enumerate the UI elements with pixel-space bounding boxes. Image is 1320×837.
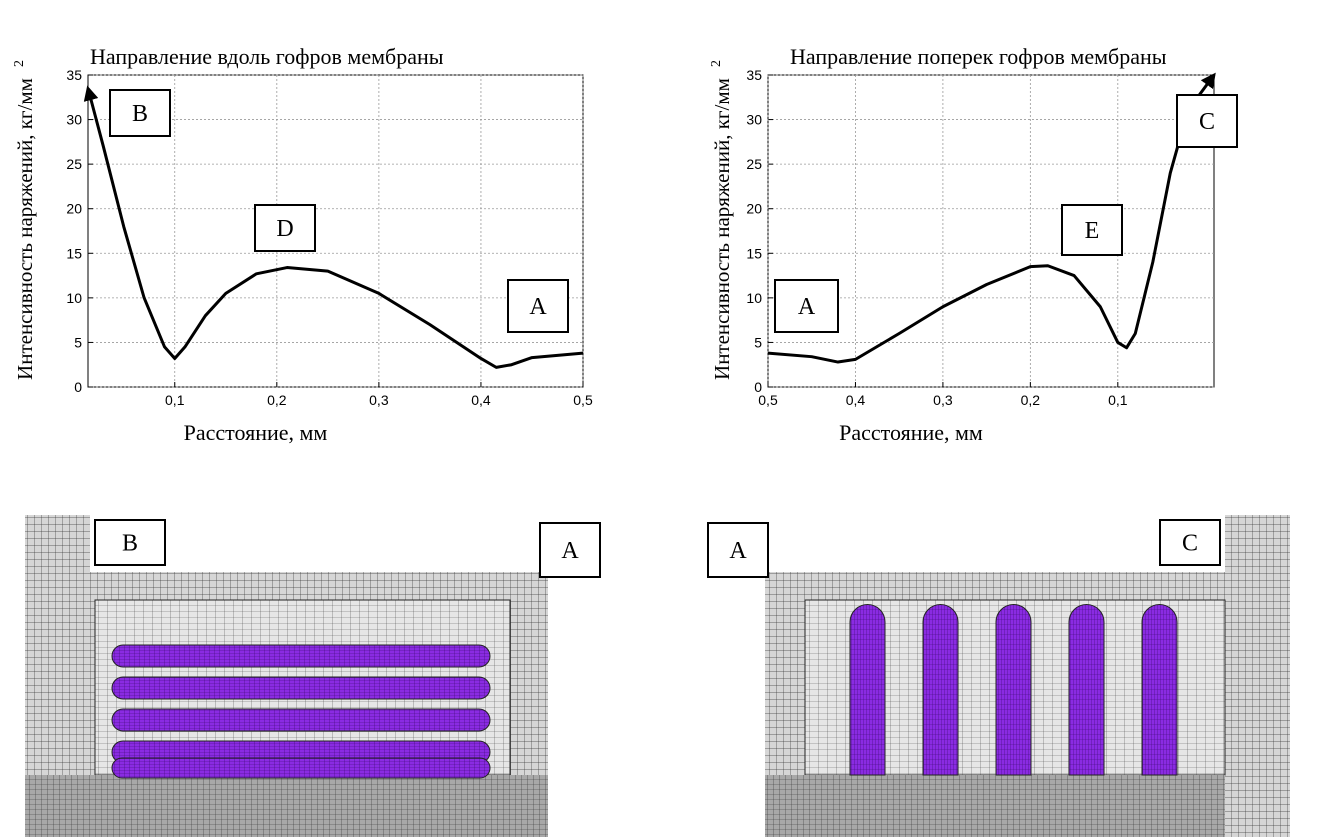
y-tick-label: 20 xyxy=(746,201,762,217)
y-tick-label: 10 xyxy=(746,290,762,306)
x-tick-label: 0,1 xyxy=(165,392,185,408)
y-tick-label: 35 xyxy=(66,67,82,83)
y-tick-label: 15 xyxy=(66,245,82,261)
annotation: D xyxy=(276,216,293,242)
x-tick-label: 0,1 xyxy=(1108,392,1128,408)
y-axis-label: Интенсивность наряжений, кг/мм xyxy=(13,78,37,380)
figure: 051015202530350,10,20,30,40,5Направление… xyxy=(0,0,1320,837)
mesh-label: B xyxy=(122,531,138,557)
y-tick-label: 5 xyxy=(754,334,762,350)
annotation: E xyxy=(1085,218,1100,244)
x-tick-label: 0,4 xyxy=(471,392,491,408)
chart-title: Направление поперек гофров мембраны xyxy=(790,44,1167,69)
chart: 0 5 10 15 20 25 30 35 0,1 0,2 0,3 0,4 0,5 Направление… xyxy=(12,44,593,445)
x-axis-label: Расстояние, мм xyxy=(184,420,328,445)
x-tick-label: 0,5 xyxy=(573,392,593,408)
mesh-label: A xyxy=(561,538,579,564)
y-axis-label: Интенсивность наряжений, кг/мм xyxy=(710,78,734,380)
x-tick-label: 0,5 xyxy=(758,392,778,408)
annotation: C xyxy=(1199,109,1215,135)
y-tick-label: 25 xyxy=(746,156,762,172)
y-tick-label: 0 xyxy=(74,379,82,395)
x-tick-label: 0,2 xyxy=(1021,392,1041,408)
y-axis-label-superscript: 2 xyxy=(709,60,724,67)
x-axis-label: Расстояние, мм xyxy=(839,420,983,445)
mesh-label: A xyxy=(729,538,747,564)
y-tick-label: 15 xyxy=(746,245,762,261)
annotation: B xyxy=(132,101,148,127)
x-tick-label: 0,2 xyxy=(267,392,287,408)
y-tick-label: 30 xyxy=(66,112,82,128)
x-tick-label: 0,4 xyxy=(846,392,866,408)
annotation: A xyxy=(798,294,816,320)
plot-frame xyxy=(768,75,1214,387)
annotation: A xyxy=(529,294,547,320)
x-tick-label: 0,3 xyxy=(933,392,953,408)
x-tick-label: 0,3 xyxy=(369,392,389,408)
mesh-label: C xyxy=(1182,531,1198,557)
y-axis-label-superscript: 2 xyxy=(12,60,27,67)
y-tick-label: 25 xyxy=(66,156,82,172)
y-tick-label: 10 xyxy=(66,290,82,306)
y-tick-label: 20 xyxy=(66,201,82,217)
y-tick-label: 35 xyxy=(746,67,762,83)
chart-title: Направление вдоль гофров мембраны xyxy=(90,44,444,69)
y-tick-label: 5 xyxy=(74,334,82,350)
y-tick-label: 30 xyxy=(746,112,762,128)
